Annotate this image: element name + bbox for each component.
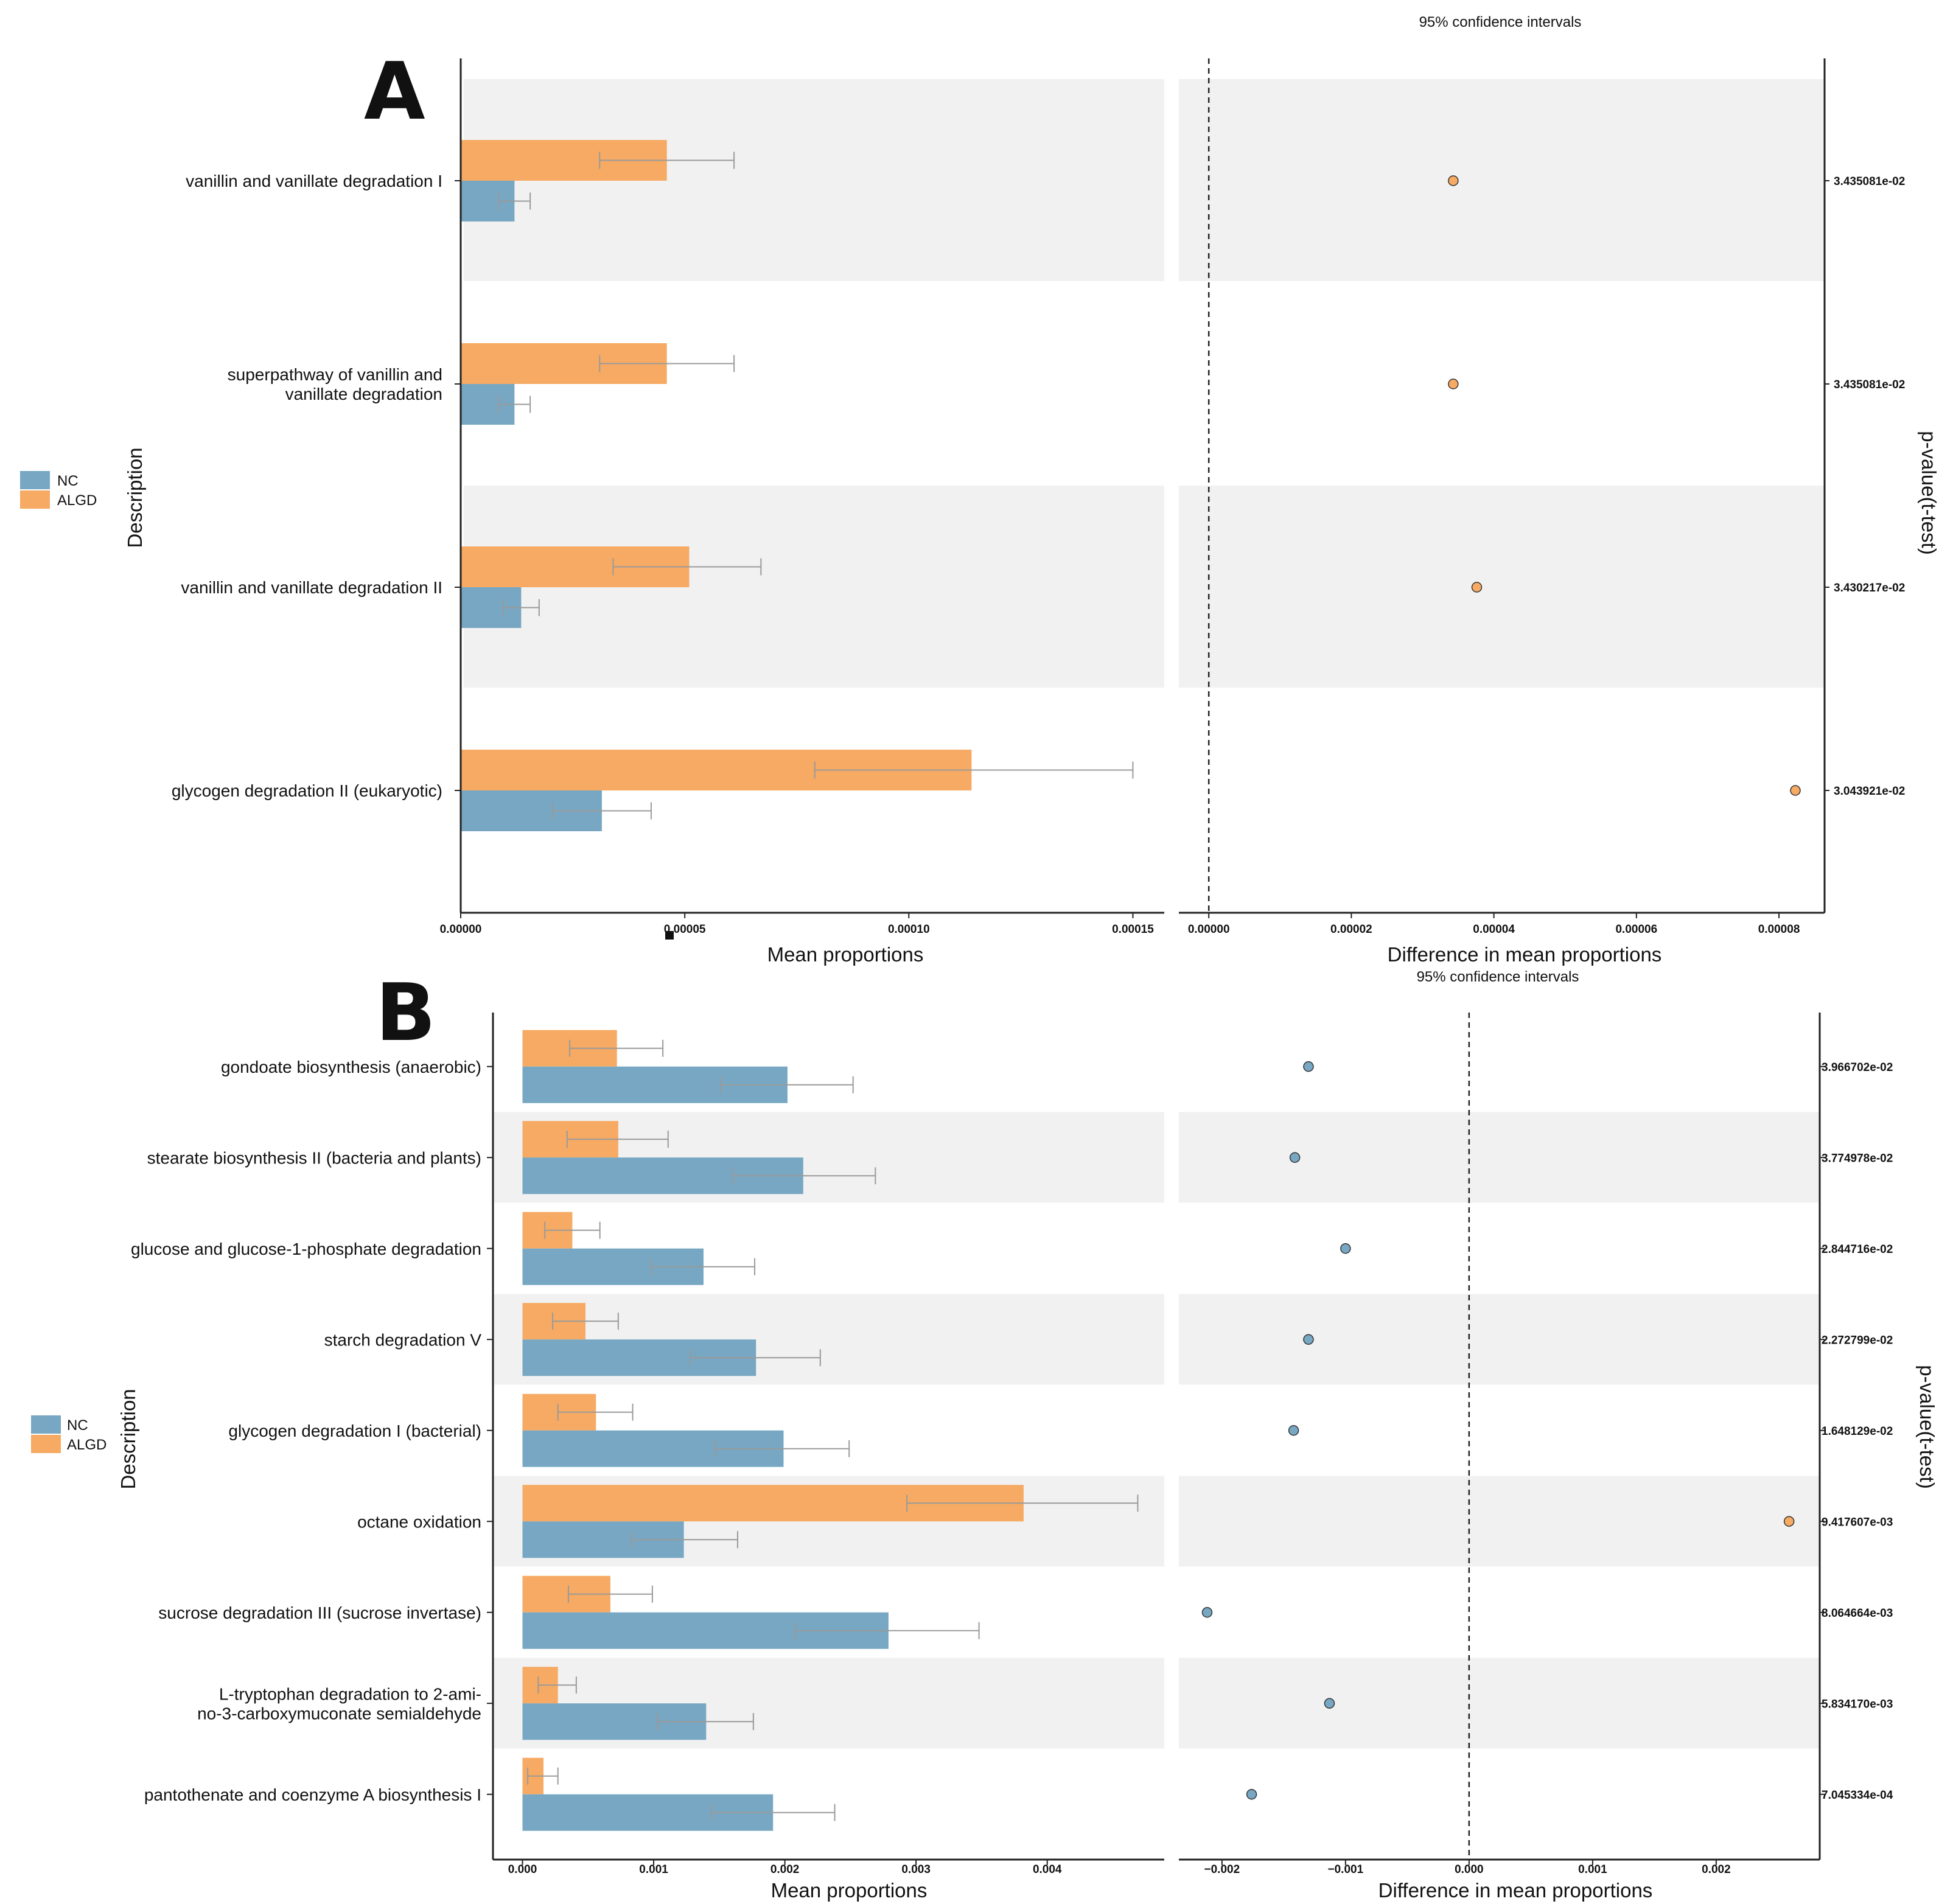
pvalue-label: 1.648129e-02	[1822, 1425, 1893, 1438]
mean-axis-tick-label: 0.004	[1033, 1863, 1062, 1876]
pvalue-axis-title: p-value(t-test)	[1918, 431, 1940, 555]
difference-point	[1783, 1516, 1795, 1527]
difference-axis-tick-label: 0.00008	[1758, 923, 1800, 936]
category-label: no-3-carboxymuconate semialdehyde	[197, 1704, 481, 1723]
mean-axis-tick-label: 0.003	[901, 1863, 931, 1876]
legend-nc-label: NC	[67, 1417, 88, 1434]
legend-algd-swatch	[31, 1435, 61, 1453]
row-band-right	[1179, 486, 1825, 688]
difference-axis-tick-label: −0.001	[1328, 1863, 1364, 1876]
pvalue-label: 2.272799e-02	[1822, 1334, 1893, 1347]
category-label: L-tryptophan degradation to 2-ami-	[219, 1684, 481, 1703]
category-label: superpathway of vanillin and	[228, 365, 442, 384]
y-axis-title: Description	[117, 1389, 139, 1489]
pvalue-label: 3.043921e-02	[1834, 785, 1905, 798]
category-label: pantothenate and coenzyme A biosynthesis…	[144, 1785, 481, 1804]
difference-axis-tick-label: 0.002	[1702, 1863, 1731, 1876]
difference-axis-tick-label: 0.000	[1455, 1863, 1484, 1876]
mean-axis-tick-label: 0.000	[508, 1863, 537, 1876]
y-axis-title: Description	[124, 447, 146, 548]
category-label: vanillate degradation	[285, 385, 442, 403]
category-label: starch degradation V	[324, 1330, 482, 1349]
category-label: sucrose degradation III (sucrose inverta…	[158, 1603, 481, 1622]
confidence-interval-title: 95% confidence intervals	[1419, 14, 1582, 30]
panel-letter: A	[364, 45, 425, 138]
category-label: octane oxidation	[357, 1512, 481, 1531]
row-band-right	[1179, 1658, 1820, 1749]
category-label: stearate biosynthesis II (bacteria and p…	[147, 1148, 481, 1167]
pvalue-label: 3.435081e-02	[1834, 175, 1905, 188]
pvalue-label: 7.045334e-04	[1822, 1789, 1893, 1802]
mean-axis-tick-label: 0.002	[770, 1863, 800, 1876]
pvalue-label: 3.435081e-02	[1834, 378, 1905, 391]
category-label: glucose and glucose-1-phosphate degradat…	[131, 1240, 481, 1258]
difference-point	[1448, 378, 1459, 389]
category-label: vanillin and vanillate degradation II	[181, 578, 442, 597]
difference-axis-tick-label: 0.00004	[1473, 923, 1515, 936]
pvalue-label: 3.430217e-02	[1834, 582, 1905, 595]
difference-point	[1324, 1698, 1335, 1709]
pvalue-label: 2.844716e-02	[1822, 1243, 1893, 1256]
category-label: glycogen degradation I (bacterial)	[228, 1421, 481, 1440]
mean-axis-tick-label: 0.00000	[440, 923, 482, 936]
mean-axis-tick-label: 0.00010	[888, 923, 930, 936]
difference-axis-title: Difference in mean proportions	[1388, 943, 1662, 966]
difference-point	[1303, 1061, 1314, 1072]
legend-nc-swatch	[31, 1415, 61, 1434]
pvalue-axis-title: p-value(t-test)	[1916, 1365, 1938, 1489]
mean-axis-tick-label: 0.00015	[1112, 923, 1154, 936]
row-band-right	[1179, 1294, 1820, 1385]
difference-point	[1790, 785, 1801, 796]
difference-axis-tick-label: 0.00000	[1188, 923, 1230, 936]
difference-point	[1246, 1789, 1257, 1800]
panel-letter: B	[376, 966, 436, 1059]
row-band-right	[1179, 1476, 1820, 1567]
confidence-interval-title: 95% confidence intervals	[1417, 969, 1579, 985]
mean-axis-tick-label: 0.00005	[664, 923, 706, 936]
category-label: gondoate biosynthesis (anaerobic)	[221, 1058, 481, 1076]
legend-algd-swatch	[20, 490, 50, 509]
difference-axis-tick-label: −0.002	[1204, 1863, 1240, 1876]
difference-point	[1289, 1152, 1301, 1163]
difference-axis-tick-label: 0.00002	[1330, 923, 1372, 936]
pvalue-label: 5.834170e-03	[1822, 1698, 1893, 1710]
difference-point	[1471, 582, 1483, 593]
difference-point	[1201, 1607, 1213, 1618]
legend-nc-swatch	[20, 471, 50, 489]
difference-axis-tick-label: 0.00006	[1615, 923, 1657, 936]
panel-b: gondoate biosynthesis (anaerobic) 3.96670…	[31, 966, 1938, 1902]
difference-axis-tick-label: 0.001	[1578, 1863, 1607, 1876]
difference-point	[1340, 1243, 1351, 1254]
difference-point	[1303, 1334, 1314, 1345]
panel-a: vanillin and vanillate degradation I 3.43…	[20, 14, 1940, 966]
row-band-right	[1179, 1112, 1820, 1203]
mean-axis-tick-label: 0.001	[639, 1863, 668, 1876]
pvalue-label: 3.774978e-02	[1822, 1152, 1893, 1165]
stray-marker	[665, 931, 674, 940]
row-band-right	[1179, 79, 1825, 281]
legend-nc-label: NC	[57, 473, 79, 489]
category-label: vanillin and vanillate degradation I	[186, 172, 442, 190]
mean-axis-title: Mean proportions	[767, 943, 924, 966]
pvalue-label: 3.966702e-02	[1822, 1061, 1893, 1074]
category-label: glycogen degradation II (eukaryotic)	[172, 781, 442, 800]
difference-point	[1448, 175, 1459, 186]
difference-point	[1288, 1425, 1299, 1436]
pvalue-label: 8.064664e-03	[1822, 1607, 1893, 1620]
pvalue-label: 9.417607e-03	[1822, 1516, 1893, 1529]
legend-algd-label: ALGD	[57, 492, 97, 509]
mean-axis-title: Mean proportions	[771, 1879, 928, 1902]
legend-algd-label: ALGD	[67, 1437, 107, 1453]
difference-axis-title: Difference in mean proportions	[1378, 1879, 1653, 1902]
